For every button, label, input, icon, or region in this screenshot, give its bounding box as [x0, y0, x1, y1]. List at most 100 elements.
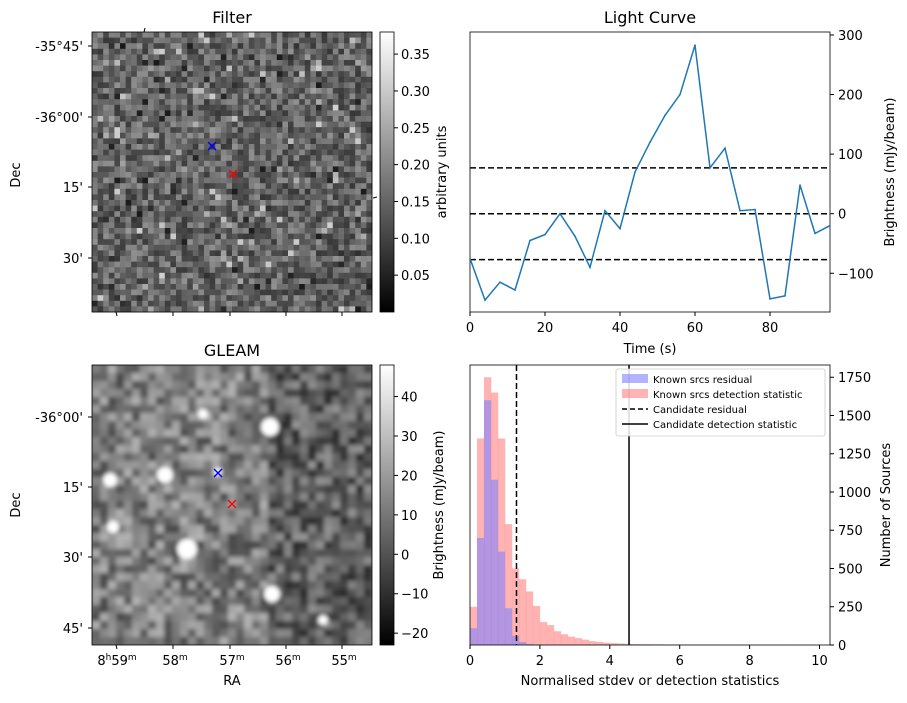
filter-pixel — [271, 183, 277, 189]
filter-pixel — [355, 127, 361, 133]
filter-pixel — [215, 116, 221, 122]
filter-pixel — [182, 105, 188, 111]
filter-pixel — [137, 245, 143, 251]
filter-pixel — [176, 144, 182, 150]
filter-pixel — [260, 82, 266, 88]
filter-pixel — [154, 71, 160, 77]
filter-pixel — [333, 217, 339, 223]
filter-pixel — [232, 110, 238, 116]
filter-pixel — [198, 206, 204, 212]
filter-pixel — [333, 262, 339, 268]
filter-pixel — [238, 183, 244, 189]
filter-pixel — [98, 138, 104, 144]
filter-pixel — [310, 99, 316, 105]
filter-pixel — [92, 71, 98, 77]
filter-pixel — [277, 155, 283, 161]
filter-pixel — [361, 256, 367, 262]
filter-pixel — [182, 206, 188, 212]
filter-pixel — [243, 172, 249, 178]
filter-pixel — [344, 49, 350, 55]
gleam-source — [261, 418, 279, 436]
filter-pixel — [294, 88, 300, 94]
filter-pixel — [260, 32, 266, 38]
filter-pixel — [232, 189, 238, 195]
filter-pixel — [98, 189, 104, 195]
filter-pixel — [221, 82, 227, 88]
filter-pixel — [366, 200, 372, 206]
filter-pixel — [198, 88, 204, 94]
filter-pixel — [193, 127, 199, 133]
filter-pixel — [266, 194, 272, 200]
filter-pixel — [120, 217, 126, 223]
filter-pixel — [154, 127, 160, 133]
filter-pixel — [226, 122, 232, 128]
filter-pixel — [154, 94, 160, 100]
filter-pixel — [238, 211, 244, 217]
filter-pixel — [338, 138, 344, 144]
filter-pixel — [226, 222, 232, 228]
filter-pixel — [103, 54, 109, 60]
filter-pixel — [327, 127, 333, 133]
gleam-title: GLEAM — [204, 341, 260, 360]
filter-pixel — [338, 245, 344, 251]
filter-pixel — [305, 144, 311, 150]
filter-pixel — [238, 217, 244, 223]
filter-pixel — [215, 122, 221, 128]
filter-pixel — [215, 250, 221, 256]
filter-pixel — [254, 133, 260, 139]
filter-pixel — [165, 161, 171, 167]
filter-pixel — [366, 217, 372, 223]
filter-pixel — [322, 38, 328, 44]
filter-pixel — [109, 122, 115, 128]
filter-pixel — [294, 295, 300, 301]
filter-pixel — [126, 228, 132, 234]
filter-pixel — [322, 82, 328, 88]
filter-pixel — [148, 284, 154, 290]
filter-pixel — [165, 217, 171, 223]
filter-pixel — [310, 166, 316, 172]
filter-pixel — [120, 105, 126, 111]
filter-pixel — [103, 38, 109, 44]
filter-pixel — [187, 43, 193, 49]
filter-pixel — [170, 262, 176, 268]
filter-pixel — [238, 284, 244, 290]
filter-pixel — [98, 250, 104, 256]
filter-pixel — [327, 38, 333, 44]
filter-pixel — [98, 278, 104, 284]
filter-pixel — [310, 138, 316, 144]
filter-pixel — [170, 71, 176, 77]
filter-pixel — [350, 267, 356, 273]
filter-pixel — [210, 116, 216, 122]
histogram-xtick-label: 10 — [811, 654, 828, 669]
filter-pixel — [165, 155, 171, 161]
filter-pixel — [344, 245, 350, 251]
filter-pixel — [288, 239, 294, 245]
filter-pixel — [322, 88, 328, 94]
filter-pixel — [92, 267, 98, 273]
filter-pixel — [170, 77, 176, 83]
filter-pixel — [126, 105, 132, 111]
filter-pixel — [182, 194, 188, 200]
filter-pixel — [322, 206, 328, 212]
filter-pixel — [159, 49, 165, 55]
filter-pixel — [271, 77, 277, 83]
filter-pixel — [322, 110, 328, 116]
filter-pixel — [271, 234, 277, 240]
filter-pixel — [114, 222, 120, 228]
filter-pixel — [232, 88, 238, 94]
filter-pixel — [271, 32, 277, 38]
filter-pixel — [193, 290, 199, 296]
filter-pixel — [288, 77, 294, 83]
filter-pixel — [92, 99, 98, 105]
filter-pixel — [333, 273, 339, 279]
filter-pixel — [310, 222, 316, 228]
filter-pixel — [271, 94, 277, 100]
filter-pixel — [344, 43, 350, 49]
filter-pixel — [221, 267, 227, 273]
filter-pixel — [277, 172, 283, 178]
gleam-source — [103, 473, 117, 487]
filter-pixel — [165, 239, 171, 245]
filter-pixel — [137, 273, 143, 279]
histogram-ytick-label: 1500 — [838, 409, 871, 424]
